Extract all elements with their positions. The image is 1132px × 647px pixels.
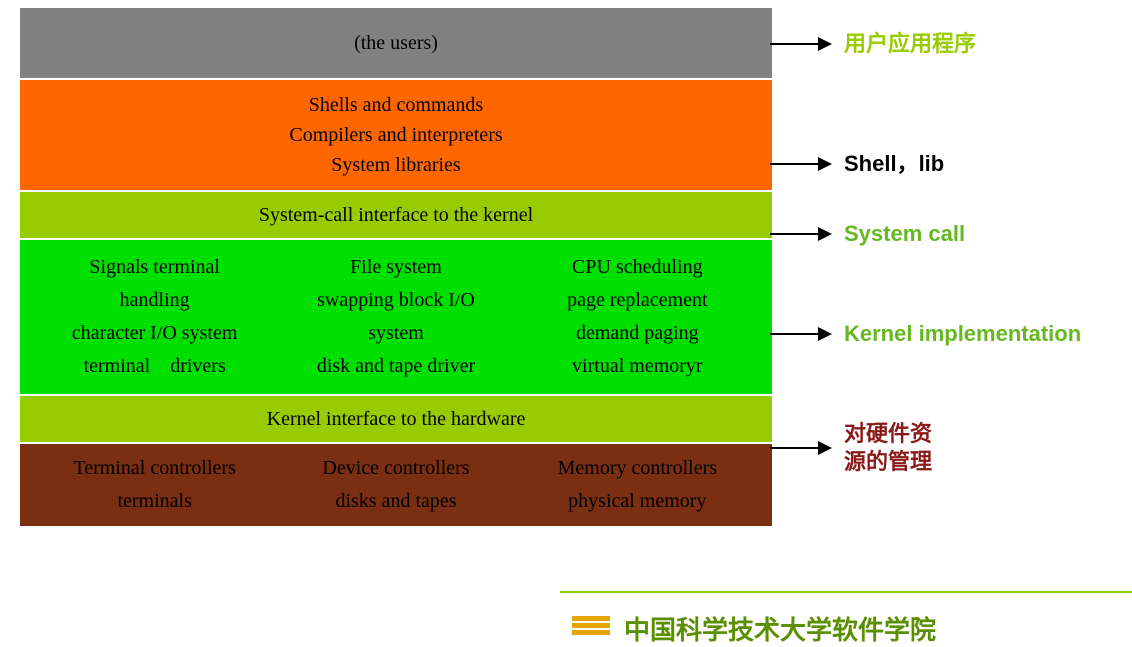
layer-kernel: Signals terminalhandlingcharacter I/O sy… — [20, 238, 772, 394]
layer-cell: terminals — [38, 485, 271, 518]
layer-line: System-call interface to the kernel — [20, 200, 772, 230]
annotation: Shell，lib — [770, 150, 944, 178]
layer-cell: system — [279, 317, 512, 350]
layer-cell: terminal drivers — [38, 350, 271, 383]
layer-cell: disk and tape driver — [279, 350, 512, 383]
layer-line: System libraries — [20, 150, 772, 180]
layer-cell: CPU scheduling — [521, 251, 754, 284]
layer-column: Device controllersdisks and tapes — [275, 452, 516, 518]
layer-shell: Shells and commandsCompilers and interpr… — [20, 78, 772, 190]
layer-cell: Terminal controllers — [38, 452, 271, 485]
arrow-icon — [770, 447, 830, 449]
layer-cell: disks and tapes — [279, 485, 512, 518]
layer-cell: demand paging — [521, 317, 754, 350]
layer-line: Shells and commands — [20, 90, 772, 120]
layer-cell: page replacement — [521, 284, 754, 317]
annotation-label: Shell，lib — [844, 150, 944, 178]
annotation: 对硬件资源的管理 — [770, 420, 932, 475]
annotation-label: 对硬件资源的管理 — [844, 420, 932, 475]
annotation: System call — [770, 220, 965, 248]
layer-cell: File system — [279, 251, 512, 284]
layer-column: Memory controllersphysical memory — [517, 452, 758, 518]
layer-columns: Terminal controllersterminalsDevice cont… — [20, 442, 772, 528]
arrow-icon — [770, 43, 830, 45]
layer-cell: virtual memoryr — [521, 350, 754, 383]
layer-hwiface: Kernel interface to the hardware — [20, 394, 772, 442]
layer-line: Compilers and interpreters — [20, 120, 772, 150]
layer-column: CPU schedulingpage replacementdemand pag… — [517, 251, 758, 383]
footer-underline — [560, 591, 1132, 593]
annotation-label: System call — [844, 220, 965, 248]
layer-cell: handling — [38, 284, 271, 317]
layer-cell: character I/O system — [38, 317, 271, 350]
layer-columns: Signals terminalhandlingcharacter I/O sy… — [20, 241, 772, 393]
layer-column: Signals terminalhandlingcharacter I/O sy… — [34, 251, 275, 383]
layer-line: (the users) — [20, 28, 772, 58]
layer-column: Terminal controllersterminals — [34, 452, 275, 518]
layer-cell: swapping block I/O — [279, 284, 512, 317]
annotation-label: Kernel implementation — [844, 320, 1081, 348]
layer-stack: (the users) Shells and commandsCompilers … — [20, 8, 772, 526]
annotation-label: 用户应用程序 — [844, 30, 976, 58]
arrow-icon — [770, 333, 830, 335]
arrow-icon — [770, 233, 830, 235]
layer-syscall: System-call interface to the kernel — [20, 190, 772, 238]
layer-cell: Memory controllers — [521, 452, 754, 485]
layer-cell: physical memory — [521, 485, 754, 518]
footer-institution: 中国科学技术大学软件学院 — [624, 610, 936, 647]
annotation: Kernel implementation — [770, 320, 1081, 348]
layer-cell: Signals terminal — [38, 251, 271, 284]
footer-logo-icon — [572, 616, 610, 635]
layer-column: File systemswapping block I/Osystemdisk … — [275, 251, 516, 383]
layer-hardware: Terminal controllersterminalsDevice cont… — [20, 442, 772, 526]
layer-users: (the users) — [20, 8, 772, 78]
annotation: 用户应用程序 — [770, 30, 976, 58]
arrow-icon — [770, 163, 830, 165]
layer-cell: Device controllers — [279, 452, 512, 485]
layer-line: Kernel interface to the hardware — [20, 404, 772, 434]
